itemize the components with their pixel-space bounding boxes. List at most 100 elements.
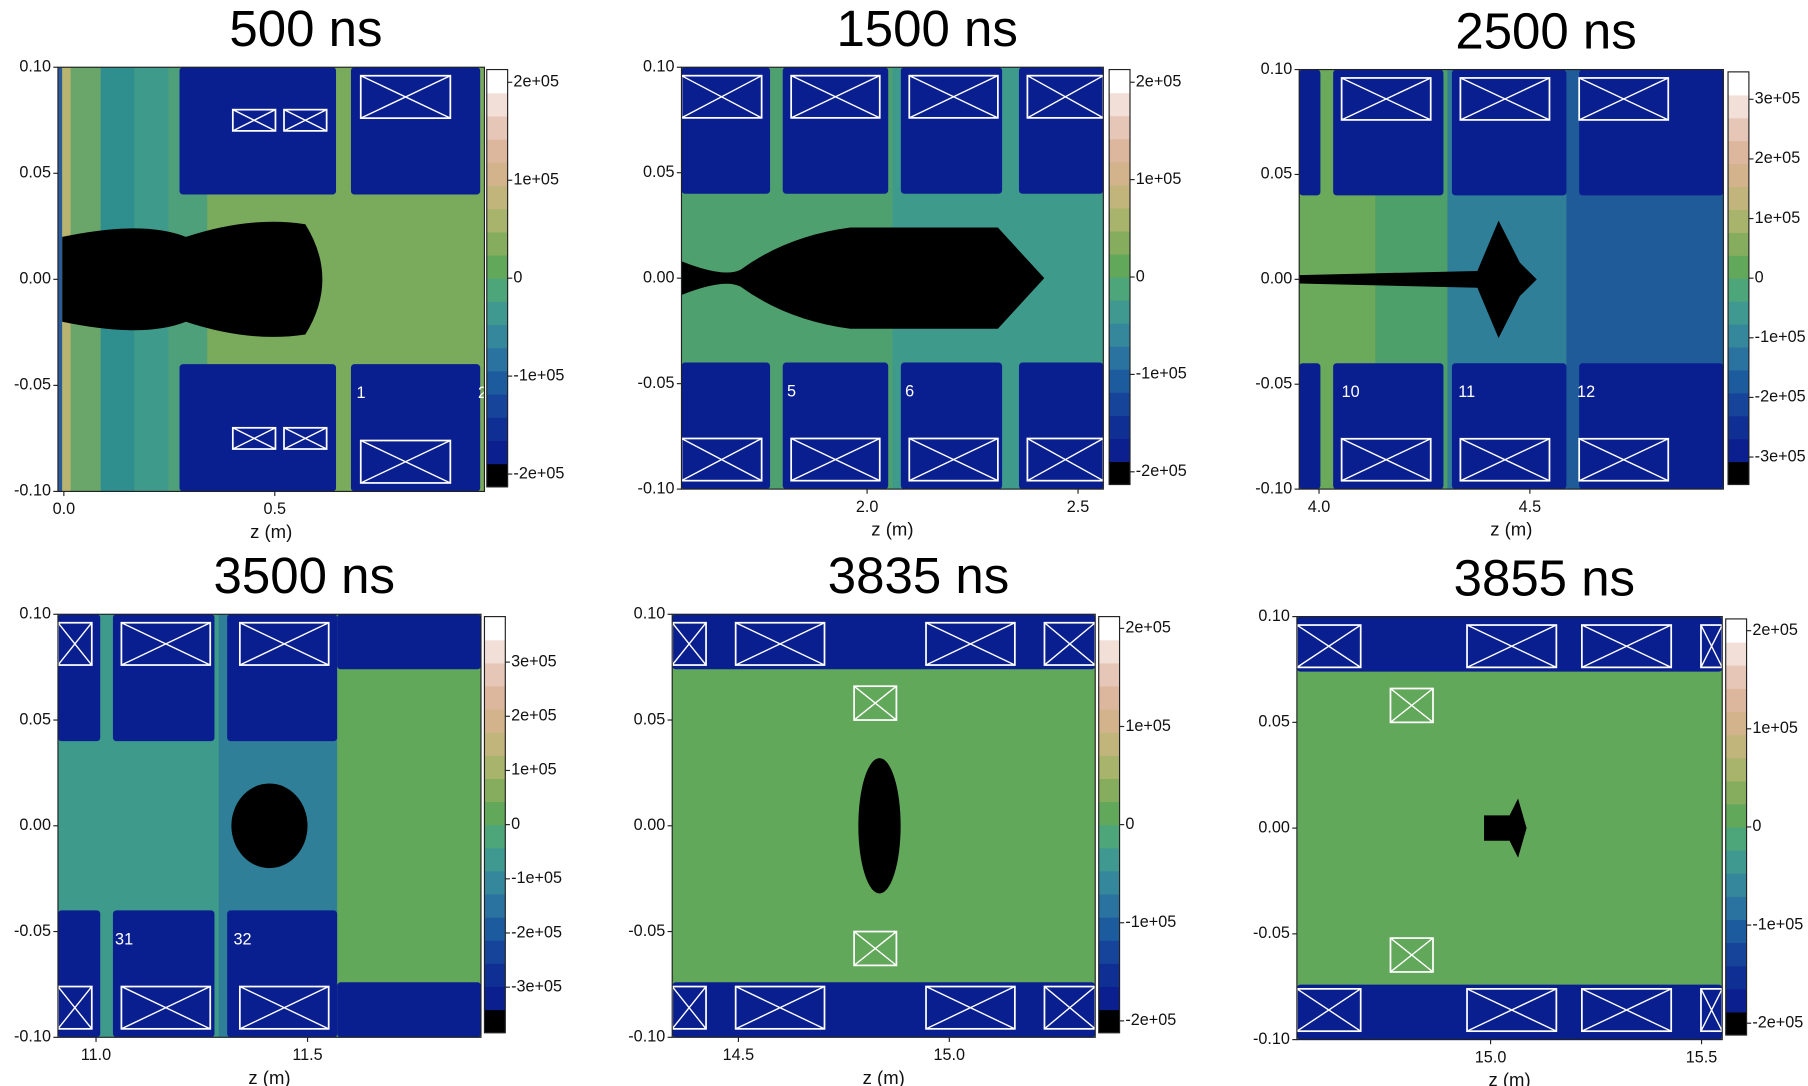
colorbar-step <box>1726 758 1747 782</box>
colorbar-labels: 3e+052e+051e+050-1e+05-2e+05-3e+05 <box>1755 90 1806 466</box>
particle-bunch <box>858 758 900 893</box>
plot-area: 56 <box>681 67 1103 489</box>
x-tick-label: 14.5 <box>723 1046 755 1064</box>
particle-bunch <box>62 222 322 337</box>
colorbar-step <box>1099 986 1120 1010</box>
colorbar-step <box>1726 781 1747 805</box>
panel: 3500 ns31320.100.050.00-0.05-0.1011.011.… <box>14 547 562 1086</box>
colorbar-step <box>1726 711 1747 735</box>
y-tick-label: -0.10 <box>638 479 675 497</box>
colorbar-step <box>1728 278 1749 302</box>
colorbar-step <box>1726 642 1747 666</box>
colorbar-step <box>1109 438 1130 462</box>
colorbar-tick-label: 2e+05 <box>513 73 559 91</box>
colorbar-step <box>487 417 508 441</box>
y-tick-label: -0.10 <box>14 482 51 500</box>
electrode <box>113 614 215 741</box>
colorbar-step <box>484 663 505 687</box>
electrode <box>1299 363 1320 489</box>
colorbar-step <box>1109 369 1130 393</box>
colorbar-step <box>1109 162 1130 186</box>
y-tick-label: 0.10 <box>19 605 51 623</box>
y-tick-label: 0.05 <box>634 710 666 728</box>
plot-area <box>1297 617 1722 1040</box>
x-tick-label: 11.5 <box>292 1046 322 1064</box>
colorbar-step <box>484 871 505 895</box>
colorbar-step <box>1099 802 1120 826</box>
plot-area: 12 <box>58 67 487 491</box>
colorbar-tick-label: 1e+05 <box>513 171 559 189</box>
colorbar-step <box>1099 917 1120 941</box>
electrode <box>1019 363 1103 490</box>
colorbar-step <box>487 464 508 488</box>
y-tick-label: 0.00 <box>634 816 666 834</box>
colorbar-step <box>484 802 505 826</box>
electrode <box>1299 70 1320 196</box>
colorbar-step <box>1109 185 1130 209</box>
colorbar-step <box>487 394 508 418</box>
x-axis-label: z (m) <box>871 519 913 540</box>
colorbar-step <box>1109 323 1130 347</box>
panel-title: 3855 ns <box>1454 549 1635 606</box>
colorbar-step <box>484 825 505 849</box>
y-tick-label: -0.05 <box>14 376 51 394</box>
y-tick-label: -0.05 <box>1255 375 1292 393</box>
electrode <box>351 67 480 194</box>
colorbar-step <box>484 640 505 664</box>
y-tick-label: 0.10 <box>1258 607 1290 625</box>
colorbar-step <box>1109 392 1130 416</box>
colorbar-step <box>487 139 508 163</box>
colorbar-step <box>1099 617 1120 641</box>
colorbar-step <box>1728 141 1749 165</box>
y-tick-label: 0.10 <box>643 58 675 76</box>
colorbar-step <box>484 917 505 941</box>
colorbar-step <box>1726 665 1747 689</box>
colorbar-tick-label: 0 <box>1136 267 1145 285</box>
colorbar-step <box>1728 301 1749 325</box>
colorbar-tick-label: -1e+05 <box>1755 328 1806 346</box>
colorbar-step <box>487 348 508 372</box>
colorbar-tick-label: 1e+05 <box>1755 209 1801 227</box>
y-tick-label: -0.05 <box>628 922 665 940</box>
electrode <box>1333 70 1443 196</box>
colorbar-step <box>1726 919 1747 943</box>
colorbar-step <box>1728 95 1749 119</box>
colorbar-tick-label: 2e+05 <box>1136 73 1182 91</box>
colorbar-tick-label: -2e+05 <box>1755 388 1806 406</box>
colorbar-tick-label: 1e+05 <box>1752 719 1798 737</box>
colorbar-step <box>1109 346 1130 370</box>
colorbar-step <box>1728 416 1749 440</box>
colorbar-step <box>484 894 505 918</box>
gap-label: 31 <box>115 930 133 948</box>
colorbar-step <box>1099 940 1120 964</box>
colorbar-step <box>1109 93 1130 117</box>
colorbar-step <box>1099 686 1120 710</box>
colorbar-step <box>1726 850 1747 874</box>
colorbar-step <box>1099 894 1120 918</box>
x-tick-label: 15.0 <box>1475 1048 1507 1066</box>
y-tick-label: 0.10 <box>1261 60 1293 78</box>
x-tick-label: 2.5 <box>1067 498 1090 516</box>
colorbar-tick-label: 1e+05 <box>1136 170 1182 188</box>
gap-label: 10 <box>1342 383 1360 401</box>
colorbar-tick-label: 2e+05 <box>1125 619 1171 637</box>
colorbar-step <box>484 848 505 872</box>
colorbar-tick-label: -3e+05 <box>1755 447 1806 465</box>
colorbar-tick-label: -2e+05 <box>511 923 562 941</box>
colorbar-tick-label: -1e+05 <box>1752 915 1803 933</box>
colorbar-step <box>1728 439 1749 463</box>
panel-title: 2500 ns <box>1455 2 1636 59</box>
panel: 2500 ns1011120.100.050.00-0.05-0.104.04.… <box>1255 2 1805 539</box>
field-band <box>58 67 62 491</box>
y-tick-label: 0.00 <box>1258 818 1290 836</box>
colorbar-step <box>1726 1012 1747 1036</box>
electrode <box>681 67 770 194</box>
colorbar-tick-label: 0 <box>511 815 520 833</box>
y-tick-label: 0.05 <box>643 163 675 181</box>
colorbar-step <box>487 185 508 209</box>
colorbar-step <box>1099 1010 1120 1034</box>
colorbar-tick-label: -3e+05 <box>511 977 562 995</box>
electrode <box>337 614 481 669</box>
